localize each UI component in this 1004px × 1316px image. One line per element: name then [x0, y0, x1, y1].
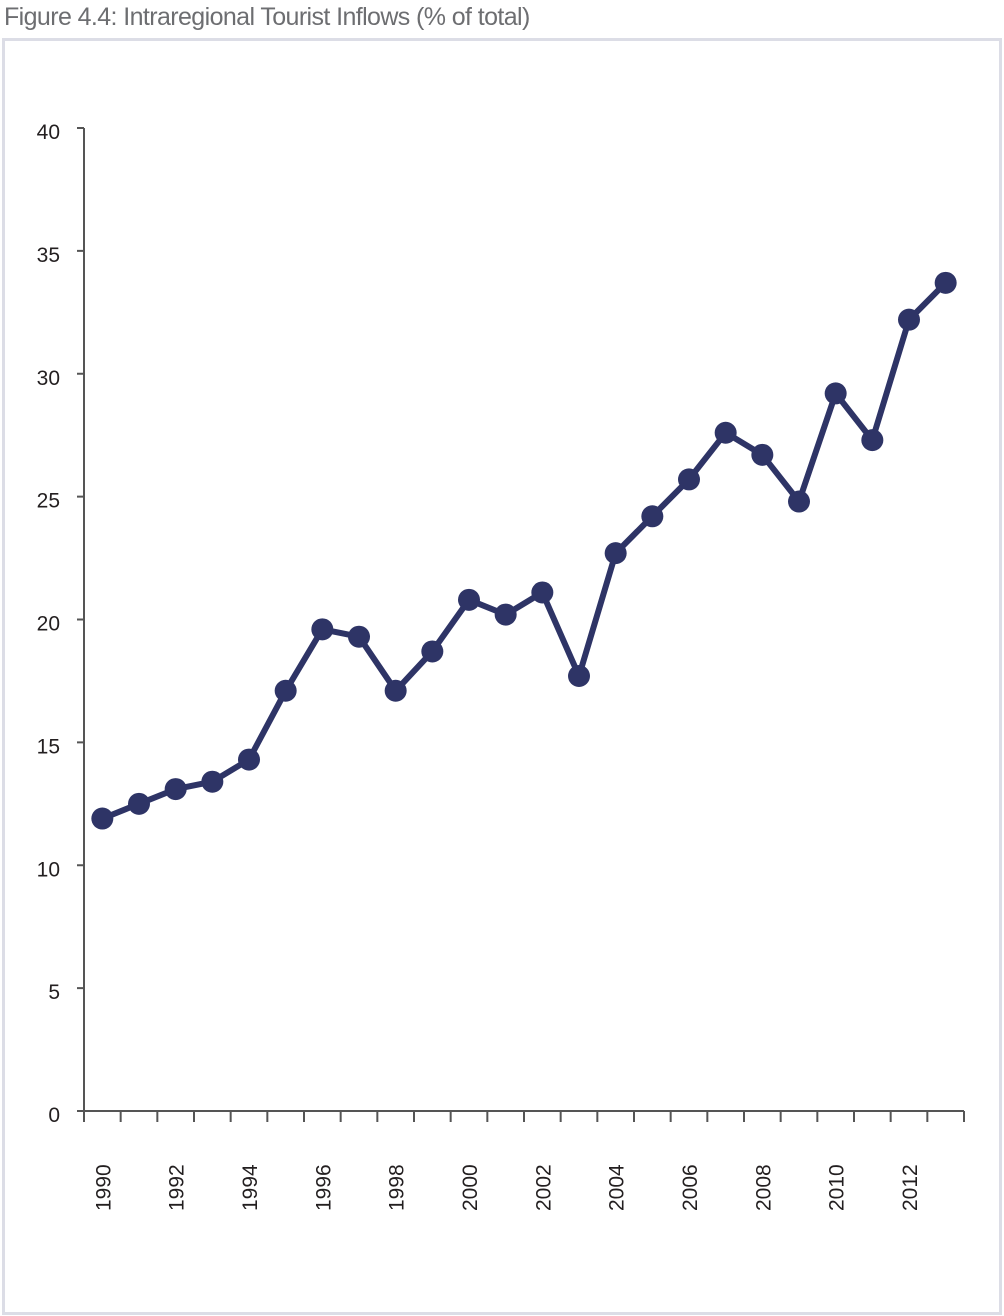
x-axis-ticks: 1990 1992 1994 1996 1998 2000 2002 2004 2006 2008…	[83, 1111, 965, 1211]
data-point	[604, 542, 627, 565]
y-tick-label: 30	[37, 367, 60, 390]
x-tick-label: 2010	[826, 1164, 849, 1211]
x-tick-label: 2006	[679, 1164, 702, 1211]
data-point	[824, 382, 847, 405]
data-point	[714, 421, 737, 444]
y-tick-label: 20	[37, 613, 60, 636]
data-point	[274, 679, 297, 702]
x-tick-label: 2002	[532, 1164, 555, 1211]
figure-title: Figure 4.4: Intraregional Tourist Inflow…	[4, 3, 530, 31]
x-tick-label: 2012	[899, 1164, 922, 1211]
y-tick-label: 35	[37, 244, 60, 267]
x-tick-label: 2008	[752, 1164, 775, 1211]
x-tick-label: 2004	[606, 1164, 629, 1211]
x-tick-label: 1992	[166, 1164, 189, 1211]
series-line	[99, 279, 949, 822]
data-point	[458, 588, 480, 611]
y-tick-label: 25	[37, 490, 60, 513]
data-point	[751, 443, 774, 466]
x-tick-label: 2000	[459, 1164, 482, 1211]
data-point	[494, 603, 517, 626]
x-tick-label: 1994	[239, 1164, 262, 1211]
data-point	[678, 468, 700, 491]
data-point	[311, 618, 334, 641]
chart-frame	[2, 38, 1002, 1315]
x-tick-label: 1990	[92, 1164, 115, 1211]
y-tick-label: 5	[48, 981, 60, 1004]
y-tick-label: 10	[37, 858, 60, 881]
data-point	[201, 770, 224, 793]
series-points	[91, 271, 957, 830]
data-point	[421, 640, 444, 663]
y-tick-label: 40	[37, 121, 60, 144]
data-point	[788, 490, 810, 513]
y-tick-label: 15	[37, 735, 60, 758]
data-point	[861, 429, 884, 452]
data-point	[128, 792, 150, 815]
data-point	[531, 581, 554, 604]
data-point	[348, 625, 370, 648]
y-tick-label: 0	[48, 1104, 60, 1127]
data-point	[568, 665, 590, 688]
data-point	[898, 308, 920, 331]
data-point	[934, 271, 957, 294]
data-point	[641, 505, 664, 528]
x-tick-label: 1998	[386, 1164, 409, 1211]
data-point	[238, 748, 260, 771]
data-point	[91, 807, 114, 830]
y-axis-ticks: 0 5 10 15 20 25 30 35 40	[37, 121, 84, 1127]
data-point	[164, 778, 187, 801]
data-point	[384, 679, 407, 702]
x-tick-label: 1996	[312, 1164, 335, 1211]
